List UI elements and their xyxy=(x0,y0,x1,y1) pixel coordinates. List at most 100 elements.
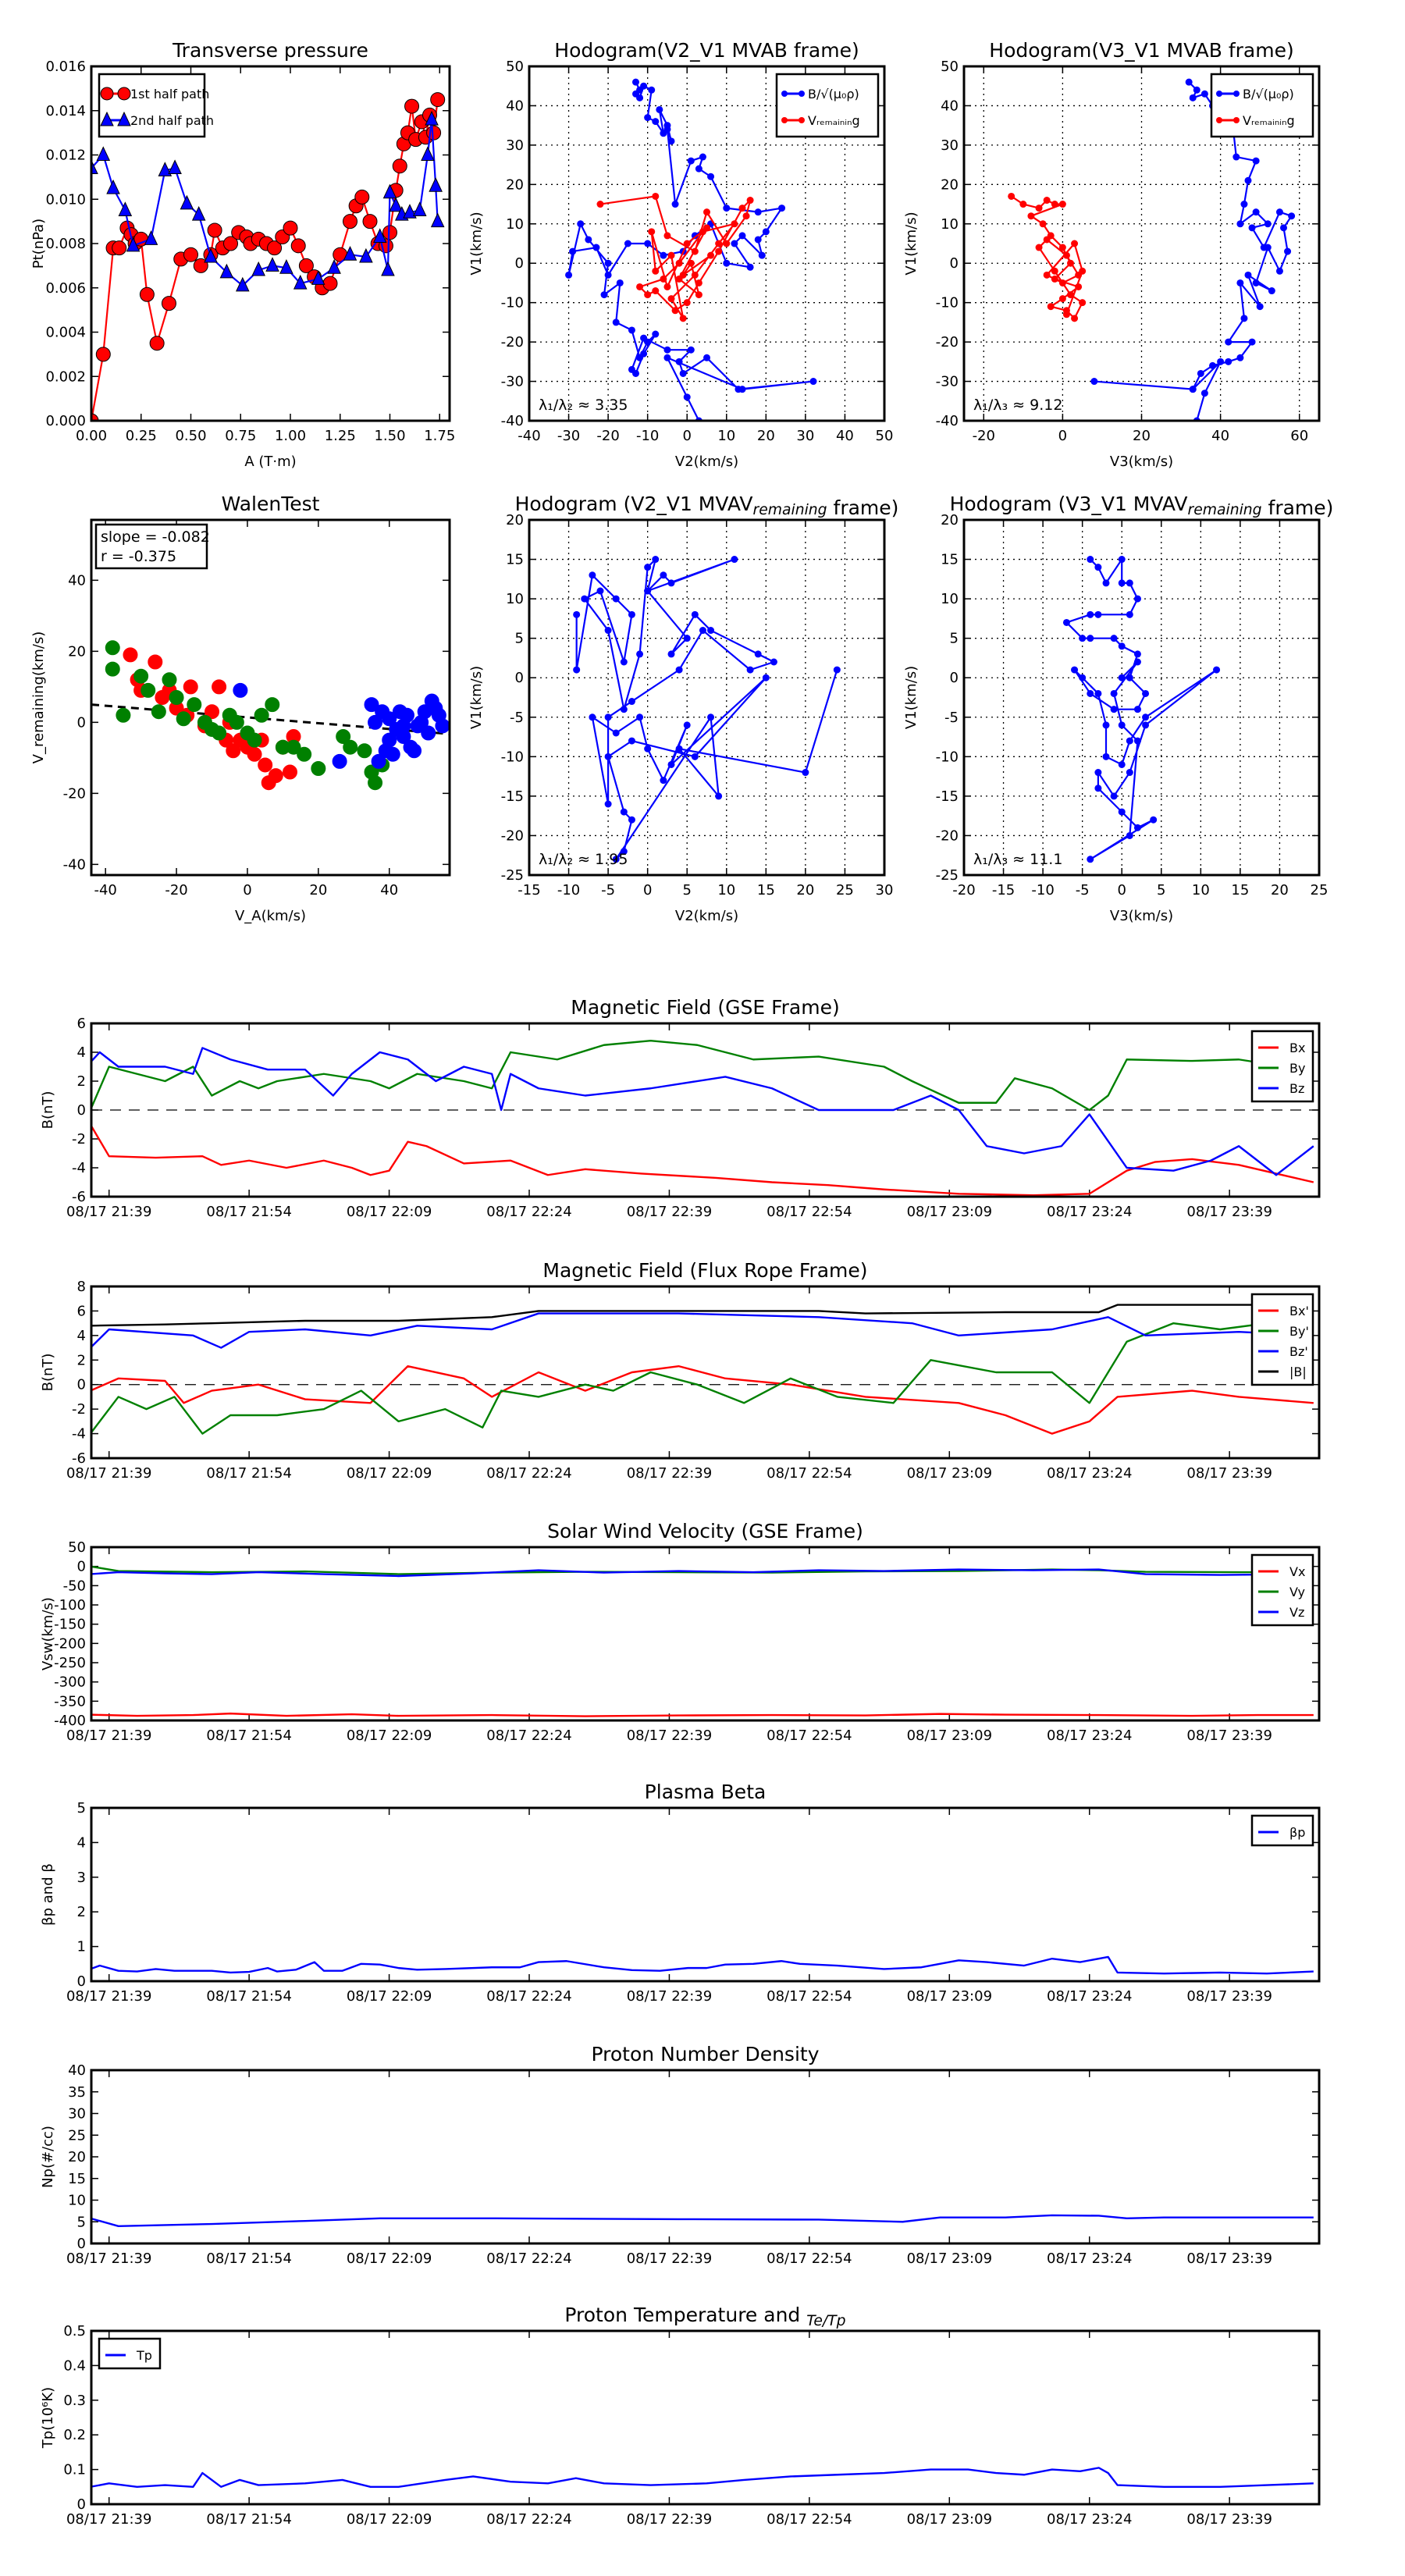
x-tick-label: 08/17 21:39 xyxy=(66,1988,151,2005)
data-point xyxy=(731,220,738,228)
x-tick-label: -20 xyxy=(596,428,619,444)
y-tick-label: 2 xyxy=(77,1352,86,1368)
y-tick-label: -40 xyxy=(63,856,86,873)
data-point xyxy=(1062,311,1070,318)
x-tick-label: 08/17 22:54 xyxy=(767,2511,852,2528)
data-point xyxy=(205,704,220,720)
y-tick-label: -200 xyxy=(54,1635,86,1652)
y-tick-label: 0 xyxy=(77,1102,86,1119)
correlation-text: r = -0.375 xyxy=(101,548,176,565)
chart-title: Magnetic Field (Flux Rope Frame) xyxy=(542,1259,867,1282)
y-tick-label: 20 xyxy=(68,643,86,660)
data-point xyxy=(105,640,120,656)
data-point xyxy=(667,295,675,303)
data-point xyxy=(96,146,111,161)
data-point xyxy=(389,197,403,212)
data-point xyxy=(1094,769,1102,777)
x-tick-label: 08/17 23:39 xyxy=(1186,1727,1272,1744)
data-point xyxy=(1275,267,1283,275)
y-tick-label: 20 xyxy=(941,512,959,528)
data-point xyxy=(435,718,450,734)
legend-box xyxy=(98,73,206,138)
y-tick-label: 0 xyxy=(950,255,959,272)
data-point xyxy=(691,247,699,255)
series--b- xyxy=(91,1304,1314,1327)
series-line xyxy=(575,558,838,860)
plot-area xyxy=(91,2214,1314,2228)
data-point xyxy=(699,627,706,635)
data-point xyxy=(368,775,383,791)
x-tick-label: 08/17 23:39 xyxy=(1186,2250,1272,2267)
y-tick-label: 10 xyxy=(941,591,959,607)
data-point xyxy=(336,729,351,745)
data-point xyxy=(604,271,612,279)
data-point xyxy=(738,232,746,240)
y-tick-label: 50 xyxy=(68,1539,86,1556)
data-point xyxy=(1118,674,1126,681)
y-tick-label: -20 xyxy=(501,334,524,350)
y-tick-label: -25 xyxy=(501,867,524,884)
data-point xyxy=(1058,244,1066,251)
data-point xyxy=(430,212,445,228)
x-tick-label: 08/17 22:24 xyxy=(486,2511,571,2528)
data-point xyxy=(675,666,683,674)
data-point xyxy=(652,556,660,564)
chart-hodogram-v2-v1-mvav: Hodogram (V2_V1 MVAVremaining frame)-15-… xyxy=(468,493,898,924)
data-point xyxy=(1193,86,1200,94)
y-tick-label: 0.006 xyxy=(45,280,86,297)
x-tick-label: 08/17 22:09 xyxy=(347,2511,432,2528)
data-point xyxy=(290,238,306,254)
data-point xyxy=(604,627,612,635)
y-tick-label: 4 xyxy=(77,1328,86,1344)
stats-frame xyxy=(94,523,208,570)
text-span: Hodogram(V3_V1 MVAB frame) xyxy=(989,39,1293,62)
data-point xyxy=(148,654,163,670)
data-point xyxy=(1110,792,1118,800)
data-point xyxy=(679,315,687,322)
data-point xyxy=(1216,117,1222,123)
data-point xyxy=(223,236,238,251)
data-point xyxy=(298,258,314,273)
data-point xyxy=(1110,635,1118,642)
x-tick-label: 08/17 22:09 xyxy=(347,1204,432,1220)
data-point xyxy=(116,707,131,723)
x-tick-label: 08/17 22:09 xyxy=(347,1727,432,1744)
data-point xyxy=(1071,315,1079,322)
data-point xyxy=(421,725,436,741)
data-point xyxy=(723,259,731,267)
y-tick-label: 0 xyxy=(77,1973,86,1990)
data-point xyxy=(144,230,158,245)
x-tick-label: 08/17 23:24 xyxy=(1047,1988,1132,2005)
y-tick-label: -2 xyxy=(72,1131,86,1147)
data-point xyxy=(1071,666,1079,674)
x-tick-label: 08/17 22:24 xyxy=(486,1204,571,1220)
series-line xyxy=(1065,558,1218,860)
x-tick-label: 08/17 23:39 xyxy=(1186,2511,1272,2528)
x-tick-label: 08/17 22:24 xyxy=(486,2250,571,2267)
legend: B/√(μ₀ρ) Vᵣₑₘₐᵢₙᵢₙg xyxy=(1210,73,1314,138)
data-point xyxy=(1079,635,1087,642)
data-point xyxy=(628,737,635,745)
data-point xyxy=(1252,208,1260,216)
data-point xyxy=(604,713,612,721)
data-point xyxy=(695,279,702,286)
eigenvalue-ratio-annotation: λ₁/λ₂ ≈ 1.95 xyxy=(539,851,628,868)
data-point xyxy=(267,240,283,256)
chart-plasma-beta: Plasma Beta 08/17 21:39 08/17 21:54 08/17 2… xyxy=(40,1781,1321,2005)
data-point xyxy=(1067,291,1074,299)
x-tick-label: -20 xyxy=(165,882,187,898)
series-line xyxy=(91,1312,1314,1349)
data-point xyxy=(652,287,660,295)
y-tick-label: 2 xyxy=(77,1073,86,1090)
data-point xyxy=(675,259,683,267)
x-tick-label: 15 xyxy=(757,882,775,898)
subscript-text: remaining xyxy=(1187,502,1261,518)
data-point xyxy=(1248,338,1256,346)
text-span: Magnetic Field (GSE Frame) xyxy=(571,996,839,1019)
x-tick-label: 08/17 21:54 xyxy=(206,1988,291,2005)
data-point xyxy=(1126,737,1133,745)
x-tick-label: 08/17 21:39 xyxy=(66,2250,151,2267)
chart-title: Magnetic Field (GSE Frame) xyxy=(571,996,839,1019)
data-point xyxy=(671,307,679,315)
